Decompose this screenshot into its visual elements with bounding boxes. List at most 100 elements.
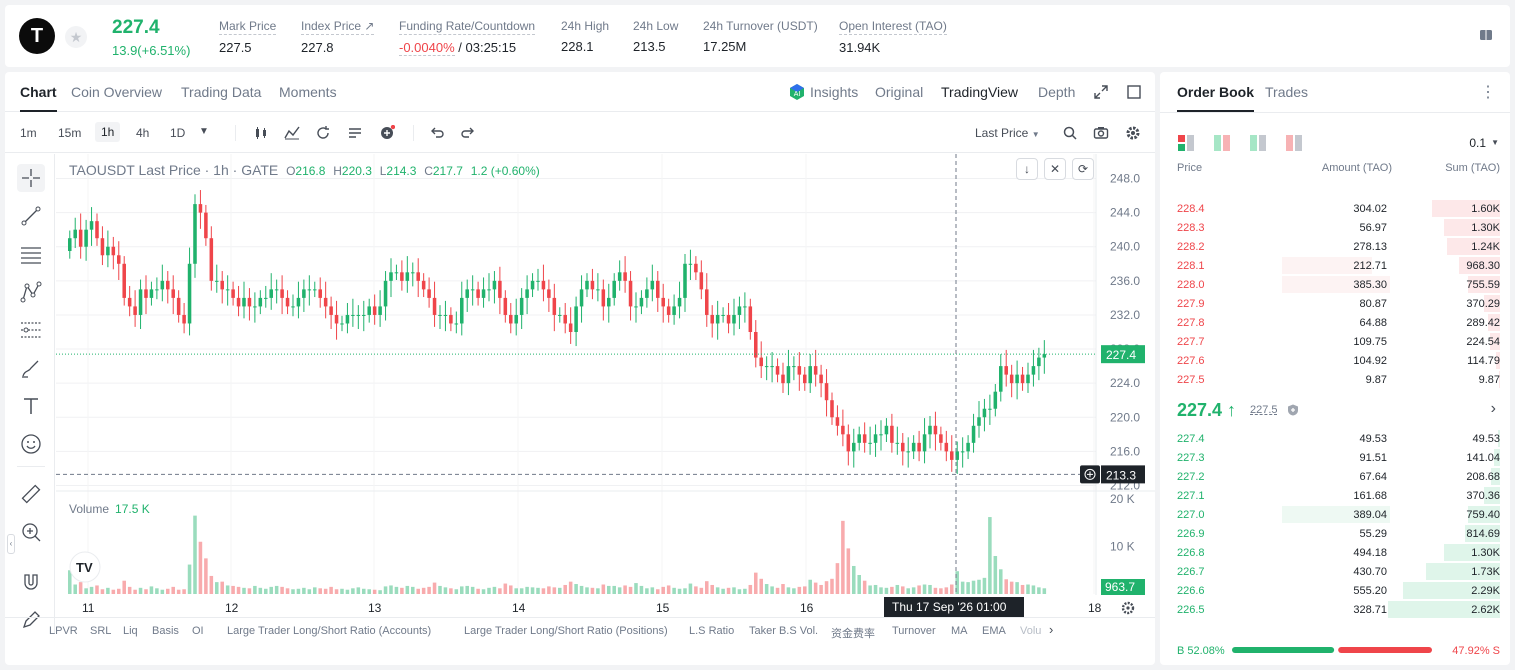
zoom-tool-icon[interactable] [17,518,45,546]
book-icon[interactable] [1478,27,1494,43]
indicator-ls-ratio[interactable]: L.S Ratio [689,625,735,637]
candle-type-icon[interactable] [253,125,269,141]
tab-trading-data[interactable]: Trading Data [181,84,262,100]
ask-row[interactable]: 228.0 385.30 755.59 [1160,275,1510,294]
templates-icon[interactable] [347,125,363,141]
refresh-icon[interactable] [315,125,331,141]
stat-label[interactable]: Mark Price [219,19,277,35]
bid-row[interactable]: 226.9 55.29 814.69 [1160,524,1510,543]
indicator-lt-positions[interactable]: Large Trader Long/Short Ratio (Positions… [464,625,668,637]
view-asks-icon[interactable] [1286,135,1302,151]
indicator-lt-accounts[interactable]: Large Trader Long/Short Ratio (Accounts) [227,625,432,637]
tab-coin-overview[interactable]: Coin Overview [71,84,163,100]
shield-icon[interactable] [1287,404,1299,416]
view-depth[interactable]: Depth [1038,84,1076,100]
view-both-icon[interactable] [1178,135,1194,151]
expand-icon[interactable] [1094,85,1108,99]
fib-tool-icon[interactable] [17,316,45,344]
undo-icon[interactable] [429,125,445,141]
indicator-oi[interactable]: OI [192,625,204,637]
brush-tool-icon[interactable] [17,354,45,382]
view-original[interactable]: Original [875,84,924,100]
ask-row[interactable]: 228.4 304.02 1.60K [1160,199,1510,218]
view-alt-icon[interactable] [1214,135,1230,151]
bid-row[interactable]: 227.4 49.53 49.53 [1160,429,1510,448]
ruler-tool-icon[interactable] [17,480,45,508]
pattern-tool-icon[interactable] [17,278,45,306]
tab-chart[interactable]: Chart [20,84,57,112]
interval-1d[interactable]: 1D [170,126,186,140]
stat-label[interactable]: Funding Rate/Countdown [399,19,536,35]
indicator-ma[interactable]: MA [951,625,968,637]
indicator-funding-rate[interactable]: 资金费率 [831,628,875,640]
redo-icon[interactable] [460,125,476,141]
bid-row[interactable]: 227.1 161.68 370.36 [1160,486,1510,505]
ask-row[interactable]: 227.8 64.88 289.42 [1160,313,1510,332]
bid-row[interactable]: 227.2 67.64 208.68 [1160,467,1510,486]
stat-label[interactable]: Open Interest (TAO) [839,19,947,35]
ask-row[interactable]: 228.3 56.97 1.30K [1160,218,1510,237]
settings-gear-icon[interactable] [1125,125,1141,141]
pencil-tool-icon[interactable] [17,606,45,634]
emoji-tool-icon[interactable] [17,430,45,458]
chevron-right-icon[interactable]: › [1049,622,1054,637]
view-bids-icon[interactable] [1250,135,1266,151]
tab-moments[interactable]: Moments [279,84,337,100]
indicator-liq[interactable]: Liq [123,625,138,637]
indicators-icon[interactable] [284,125,300,141]
ai-insights-icon[interactable]: AI [788,83,806,101]
chart-settings-icon[interactable] [1121,601,1135,615]
search-icon[interactable] [1062,125,1078,141]
interval-1h[interactable]: 1h [95,122,121,142]
horizontal-lines-tool-icon[interactable] [17,240,45,268]
indicator-taker-vol[interactable]: Taker B.S Vol. [749,625,819,637]
price-chart[interactable]: 248.0244.0240.0236.0232.0228.0224.0220.0… [56,154,1155,617]
reset-scale-icon[interactable]: ⟳ [1072,158,1094,180]
ask-row[interactable]: 228.2 278.13 1.24K [1160,237,1510,256]
bid-row[interactable]: 226.5 328.71 2.62K [1160,600,1510,619]
window-icon[interactable] [1127,85,1141,99]
indicator-basis[interactable]: Basis [152,625,179,637]
more-options-icon[interactable]: ⋮ [1480,84,1496,101]
bid-row[interactable]: 226.6 555.20 2.29K [1160,581,1510,600]
tab-order-book[interactable]: Order Book [1177,84,1255,112]
ask-row[interactable]: 227.7 109.75 224.54 [1160,332,1510,351]
indicator-lpvr[interactable]: LPVR [49,625,78,637]
tab-trades[interactable]: Trades [1265,84,1309,100]
compress-icon[interactable]: ✕ [1044,158,1066,180]
ask-row[interactable]: 227.9 80.87 370.29 [1160,294,1510,313]
mark-price-ref[interactable]: 227.5 [1250,404,1278,416]
bid-row[interactable]: 226.8 494.18 1.30K [1160,543,1510,562]
interval-1m[interactable]: 1m [20,126,37,140]
camera-icon[interactable] [1093,125,1109,141]
chevron-down-icon[interactable]: ▼ [1491,138,1499,147]
interval-4h[interactable]: 4h [136,126,150,140]
trend-line-tool-icon[interactable] [17,202,45,230]
view-insights[interactable]: Insights [810,84,859,100]
scroll-down-icon[interactable]: ↓ [1016,158,1038,180]
add-indicator-icon[interactable] [379,125,395,141]
indicator-turnover[interactable]: Turnover [892,625,936,637]
bid-row[interactable]: 227.3 91.51 141.04 [1160,448,1510,467]
chevron-right-icon[interactable]: › [1490,400,1496,417]
text-tool-icon[interactable] [17,392,45,420]
interval-dropdown-icon[interactable]: ▼ [199,126,209,137]
indicator-srl[interactable]: SRL [90,625,112,637]
precision-select[interactable]: 0.1 [1469,136,1486,150]
funding-rate-value[interactable]: -0.0040% [399,40,455,56]
magnet-tool-icon[interactable] [17,568,45,596]
bid-row[interactable]: 226.7 430.70 1.73K [1160,562,1510,581]
interval-15m[interactable]: 15m [58,126,82,140]
ask-row[interactable]: 228.1 212.71 968.30 [1160,256,1510,275]
bid-row[interactable]: 227.0 389.04 759.40 [1160,505,1510,524]
favorite-star-icon[interactable]: ★ [65,26,87,48]
ask-row[interactable]: 227.5 9.87 9.87 [1160,370,1510,389]
collapse-toolbar-icon[interactable]: ‹ [7,534,15,554]
crosshair-tool-icon[interactable] [17,164,45,192]
indicator-volume[interactable]: Volu [1020,625,1042,637]
view-tradingview[interactable]: TradingView [941,84,1019,100]
price-type-select[interactable]: Last Price ▼ [975,126,1040,140]
ask-row[interactable]: 227.6 104.92 114.79 [1160,351,1510,370]
stat-label[interactable]: Index Price ↗ [301,19,375,35]
indicator-ema[interactable]: EMA [982,625,1006,637]
